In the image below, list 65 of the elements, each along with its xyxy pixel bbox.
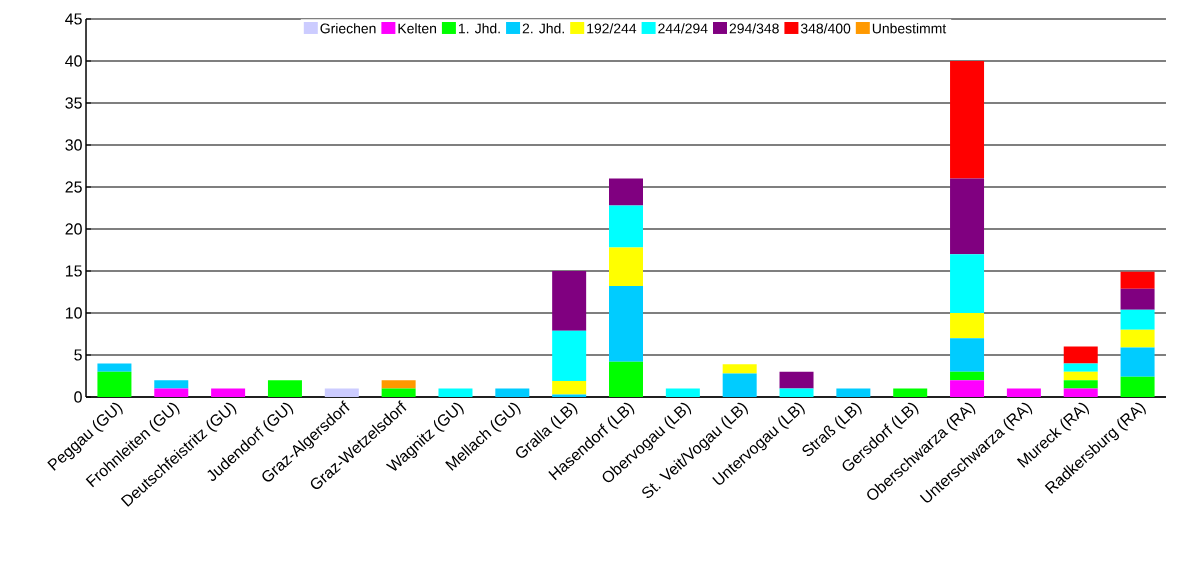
bar [893,388,928,397]
bar [154,380,189,389]
bar [609,286,643,362]
bar [1120,376,1155,397]
bar [324,388,359,397]
bar [609,247,643,287]
bar [1063,371,1098,381]
y-tick-label: 45 [65,13,82,25]
bar [552,381,587,395]
bar [722,373,757,397]
y-tick-label: 25 [65,181,82,193]
legend-label: 348/400 [800,23,851,34]
bar [381,380,416,389]
legend-label: 1. Jhd. [458,23,500,34]
bar [1063,388,1098,397]
y-tick-label: 0 [74,391,82,403]
bar [1063,363,1098,372]
bar [722,364,757,374]
bar [267,380,302,397]
bar [211,388,246,397]
bar [1063,380,1098,389]
bar [552,394,587,397]
bar [1063,346,1098,364]
bar [950,60,985,179]
bar [438,388,473,397]
legend-label: Unbestimmt [872,23,947,34]
bar [609,205,643,248]
bar [950,178,985,255]
legend-label: 244/294 [658,23,708,34]
bar [97,363,132,372]
bar [950,371,985,381]
y-tick-label: 30 [65,139,82,151]
bar [154,388,189,397]
y-tick-label: 20 [65,223,82,235]
legend-label: Griechen [320,23,376,34]
bar [950,312,985,339]
bar [1120,288,1155,310]
bar [1006,388,1041,397]
bar [950,338,985,372]
bar [1120,271,1155,289]
bar [1120,347,1155,377]
y-tick-label: 5 [74,349,82,361]
bar [495,388,530,397]
y-tick-label: 40 [65,55,82,67]
bar [779,388,814,397]
bar [665,388,700,397]
y-tick-label: 35 [65,97,82,109]
bar [609,178,643,206]
legend-label: 294/348 [729,23,779,34]
y-tick-label: 10 [65,307,82,319]
bar [381,388,416,397]
bar [609,361,643,397]
legend-label: 2. Jhd. [522,23,564,34]
bar [97,371,132,397]
legend-label: Kelten [398,23,437,34]
bar [950,380,985,397]
legend-label: 192/244 [587,23,637,34]
bar [552,270,587,331]
bar [950,254,985,313]
bar [779,371,814,389]
y-tick-label: 15 [65,265,82,277]
bar [836,388,871,397]
bar [552,330,587,382]
bar [1120,329,1155,348]
bar [1120,309,1155,330]
